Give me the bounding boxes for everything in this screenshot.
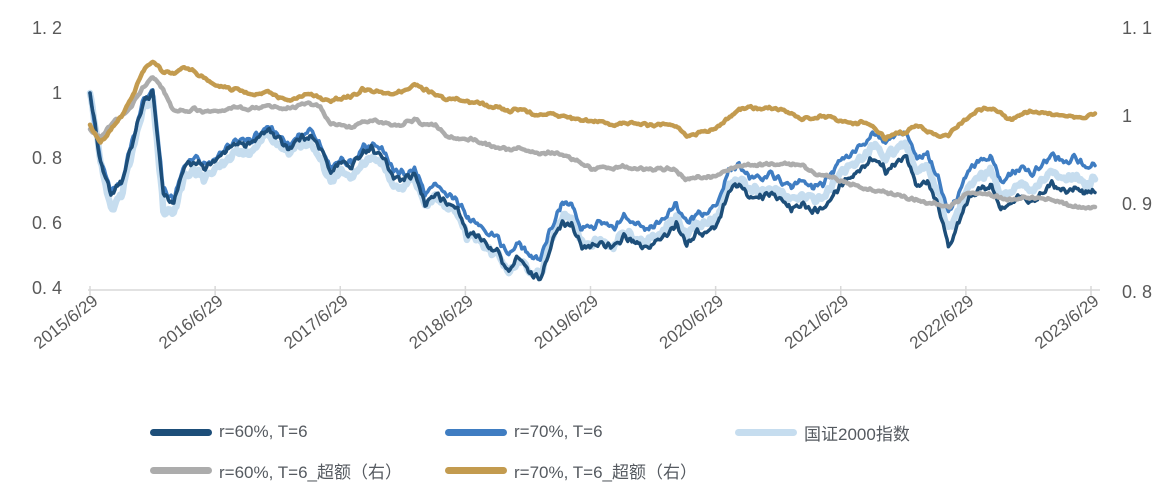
series-line-3 [87, 75, 1098, 211]
legend-label-0: r=60%, T=6 [219, 422, 308, 441]
series-line-4 [87, 59, 1098, 145]
legend-swatch-0 [150, 428, 212, 436]
left-axis-label: 1. 2 [32, 18, 62, 38]
legend-label-2: 国证2000指数 [804, 424, 910, 444]
legend-swatch-1 [445, 428, 507, 436]
legend-item-0: r=60%, T=6 [150, 422, 308, 442]
x-axis-label: 2023/6/29 [1031, 291, 1102, 353]
legend-item-4: r=70%, T=6_超额（右） [445, 460, 697, 482]
legend-item-1: r=70%, T=6 [445, 422, 603, 442]
left-axis-label: 0. 8 [32, 148, 62, 168]
legend-swatch-3 [150, 466, 212, 474]
series-line-0 [88, 88, 1097, 282]
x-axis-label: 2019/6/29 [531, 291, 602, 353]
x-axis-label: 2020/6/29 [656, 291, 727, 353]
x-axis-label: 2018/6/29 [406, 291, 477, 353]
series-line-1 [88, 88, 1097, 262]
x-axis-label: 2016/6/29 [155, 291, 226, 353]
legend-label-3: r=60%, T=6_超额（右） [219, 462, 402, 482]
left-axis-label: 0. 6 [32, 213, 62, 233]
chart-legend: r=60%, T=6 r=70%, T=6 国证2000指数 r=60%, T=6_超… [0, 412, 1170, 492]
x-axis-label: 2022/6/29 [906, 291, 977, 353]
left-axis-label: 0. 4 [32, 278, 62, 298]
right-axis-label: 1. 1 [1122, 18, 1152, 38]
legend-label-1: r=70%, T=6 [514, 422, 603, 441]
right-axis-label: 0. 9 [1122, 194, 1152, 214]
legend-item-3: r=60%, T=6_超额（右） [150, 460, 402, 482]
x-axis-label: 2021/6/29 [781, 291, 852, 353]
right-axis-label: 0. 8 [1122, 282, 1152, 302]
legend-label-4: r=70%, T=6_超额（右） [514, 462, 697, 482]
right-axis-label: 1 [1122, 106, 1132, 126]
x-axis-label: 2017/6/29 [280, 291, 351, 353]
legend-swatch-4 [445, 466, 507, 474]
x-axis-label: 2015/6/29 [30, 291, 101, 353]
left-axis-label: 1 [52, 83, 62, 103]
legend-swatch-2 [735, 428, 797, 436]
legend-item-2: 国证2000指数 [735, 422, 910, 444]
